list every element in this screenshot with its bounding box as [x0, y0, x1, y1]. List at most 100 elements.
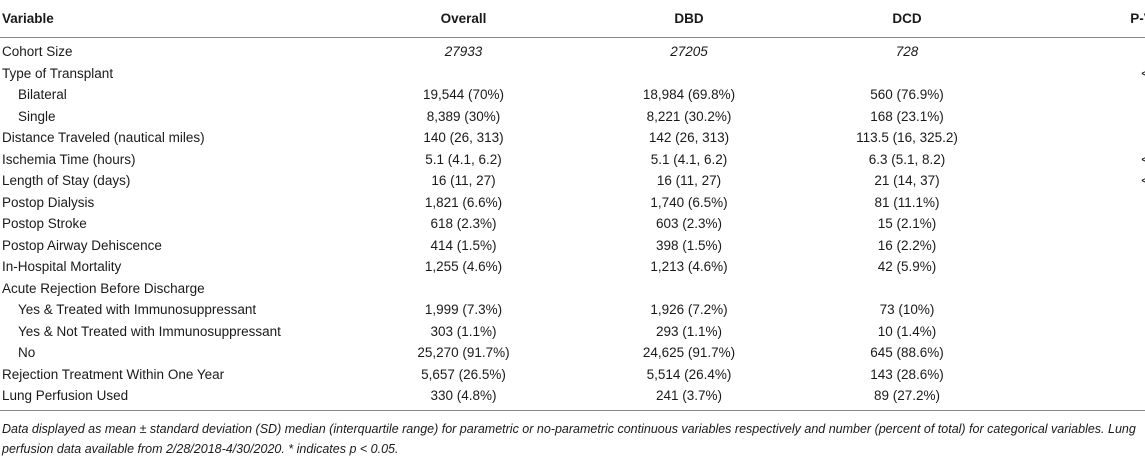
cell-overall: 16 (11, 27) — [431, 173, 496, 189]
table-header: Variable Overall DBD DCD P-Value — [0, 0, 1145, 38]
cell-overall: 1,999 (7.3%) — [424, 302, 503, 318]
cell-overall: 5.1 (4.1, 6.2) — [425, 151, 502, 167]
cell-dbd: 24,625 (91.7%) — [642, 345, 736, 361]
table-row: Postop Stroke 618 (2.3%) 603 (2.3%) 15 (2.1… — [0, 213, 1145, 235]
cell-dbd: 1,740 (6.5%) — [650, 194, 728, 210]
cell-pvalue — [1011, 84, 1145, 106]
table-row: Postop Dialysis 1,821 (6.6%) 1,740 (6.5%) 8… — [0, 192, 1145, 214]
table-row: Lung Perfusion Used 330 (4.8%) 241 (3.7%) 8… — [0, 385, 1145, 411]
cell-dbd: 5,514 (26.4%) — [646, 366, 732, 382]
cell-dcd: 143 (28.6%) — [870, 366, 944, 382]
table-row: Distance Traveled (nautical miles) 140 (2… — [0, 127, 1145, 149]
table-body: Cohort Size 27933 27205 728 Type of Transpla… — [0, 38, 1145, 411]
table-row: Cohort Size 27933 27205 728 — [0, 38, 1145, 63]
cell-dbd: 142 (26, 313) — [648, 130, 730, 146]
cell-pvalue — [1011, 38, 1145, 63]
cell-dbd — [575, 63, 803, 85]
table-row: Ischemia Time (hours) 5.1 (4.1, 6.2) 5.1 (… — [0, 149, 1145, 171]
cell-pvalue: 0.12 — [1011, 256, 1145, 278]
cell-dbd: 1,926 (7.2%) — [650, 302, 728, 318]
cell-dcd: 16 (2.2%) — [877, 237, 937, 253]
table-row: Single 8,389 (30%) 8,221 (30.2%) 168 (23.1%… — [0, 106, 1145, 128]
header-overall: Overall — [352, 0, 575, 38]
cell-dcd: 42 (5.9%) — [877, 259, 937, 275]
table-row: Rejection Treatment Within One Year 5,657… — [0, 364, 1145, 386]
row-label: Length of Stay (days) — [2, 173, 131, 189]
row-label: Rejection Treatment Within One Year — [2, 366, 225, 382]
cell-overall: 330 (4.8%) — [352, 385, 575, 411]
results-table: Variable Overall DBD DCD P-Value Cohort … — [0, 0, 1145, 411]
header-pvalue: P-Value — [1011, 0, 1145, 38]
cell-dcd: 168 (23.1%) — [870, 108, 944, 124]
cell-dcd: 10 (1.4%) — [877, 323, 937, 339]
header-variable: Variable — [0, 0, 352, 38]
cell-pvalue — [1011, 299, 1145, 321]
table-row: Bilateral 19,544 (70%) 18,984 (69.8%) 560 (… — [0, 84, 1145, 106]
table-row: Acute Rejection Before Discharge 0.01 — [0, 278, 1145, 300]
table-row: In-Hospital Mortality 1,255 (4.6%) 1,213 (… — [0, 256, 1145, 278]
table-row: Yes & Treated with Immunosuppressant 1,99… — [0, 299, 1145, 321]
table-row: Yes & Not Treated with Immunosuppressant… — [0, 321, 1145, 343]
table-row: Postop Airway Dehiscence 414 (1.5%) 398 (1… — [0, 235, 1145, 257]
cell-overall: 1,255 (4.6%) — [424, 259, 503, 275]
row-label: Yes & Not Treated with Immunosuppressant — [18, 323, 281, 339]
row-label: Cohort Size — [2, 44, 73, 60]
cell-dbd: 1,213 (4.6%) — [650, 259, 728, 275]
row-label: Single — [18, 108, 56, 124]
header-dbd: DBD — [575, 0, 803, 38]
cell-dcd: 73 (10%) — [879, 302, 935, 318]
row-label: Distance Traveled (nautical miles) — [2, 130, 205, 146]
cell-overall: 25,270 (91.7%) — [417, 345, 510, 361]
cell-dcd: 89 (27.2%) — [803, 385, 1011, 411]
header-row: Variable Overall DBD DCD P-Value — [0, 0, 1145, 38]
cell-overall: 27933 — [444, 44, 483, 60]
cell-dbd: 5.1 (4.1, 6.2) — [650, 151, 728, 167]
cell-dbd: 398 (1.5%) — [655, 237, 723, 253]
table-footnote: Data displayed as mean ± standard deviat… — [2, 421, 1136, 456]
row-label: No — [18, 345, 36, 361]
cell-dcd: 113.5 (16, 325.2) — [856, 130, 958, 146]
cell-pvalue: <0.01 — [1011, 385, 1145, 411]
cell-overall: 5,657 (26.5%) — [421, 366, 506, 382]
row-label: Lung Perfusion Used — [0, 385, 352, 411]
header-dcd: DCD — [803, 0, 1011, 38]
cell-dcd: 81 (11.1%) — [874, 194, 940, 210]
table-row: Length of Stay (days) 16 (11, 27) 16 (11, … — [0, 170, 1145, 192]
cell-pvalue: 0.30 — [1011, 364, 1145, 386]
row-label: Postop Airway Dehiscence — [2, 237, 162, 253]
cell-pvalue: < 0.01 — [1011, 149, 1145, 171]
row-label: Postop Stroke — [2, 216, 87, 232]
cell-dbd: 8,221 (30.2%) — [646, 108, 732, 124]
cell-dcd — [803, 63, 1011, 85]
cell-dbd: 293 (1.1%) — [655, 323, 723, 339]
cell-dcd — [803, 278, 1011, 300]
cell-dbd: 16 (11, 27) — [656, 173, 722, 189]
cell-pvalue: 0.83 — [1011, 213, 1145, 235]
cell-overall — [352, 278, 575, 300]
cell-overall: 618 (2.3%) — [430, 216, 497, 232]
cell-pvalue: 0.01 — [1011, 278, 1145, 300]
cell-dcd: 15 (2.1%) — [877, 216, 937, 232]
cell-pvalue — [1011, 106, 1145, 128]
cell-overall: 8,389 (30%) — [426, 108, 501, 124]
row-label: Ischemia Time (hours) — [2, 151, 136, 167]
row-label: Type of Transplant — [2, 65, 114, 81]
cell-dbd: 18,984 (69.8%) — [642, 87, 736, 103]
cell-dcd: 728 — [895, 44, 919, 60]
cell-overall: 414 (1.5%) — [430, 237, 497, 253]
table-row: No 25,270 (91.7%) 24,625 (91.7%) 645 (88.6%… — [0, 342, 1145, 364]
cell-pvalue: 0.16 — [1011, 235, 1145, 257]
row-label: Acute Rejection Before Discharge — [2, 280, 205, 296]
cell-pvalue: <0.01 — [1011, 192, 1145, 214]
cell-overall: 303 (1.1%) — [430, 323, 497, 339]
cell-pvalue — [1011, 342, 1145, 364]
cell-pvalue: < 0.01 — [1011, 63, 1145, 85]
cell-dcd: 645 (88.6%) — [870, 345, 944, 361]
cell-dbd: 241 (3.7%) — [575, 385, 803, 411]
row-label: In-Hospital Mortality — [2, 259, 122, 275]
cell-overall: 1,821 (6.6%) — [424, 194, 503, 210]
row-label: Postop Dialysis — [2, 194, 95, 210]
cell-pvalue — [1011, 321, 1145, 343]
cell-dbd — [575, 278, 803, 300]
